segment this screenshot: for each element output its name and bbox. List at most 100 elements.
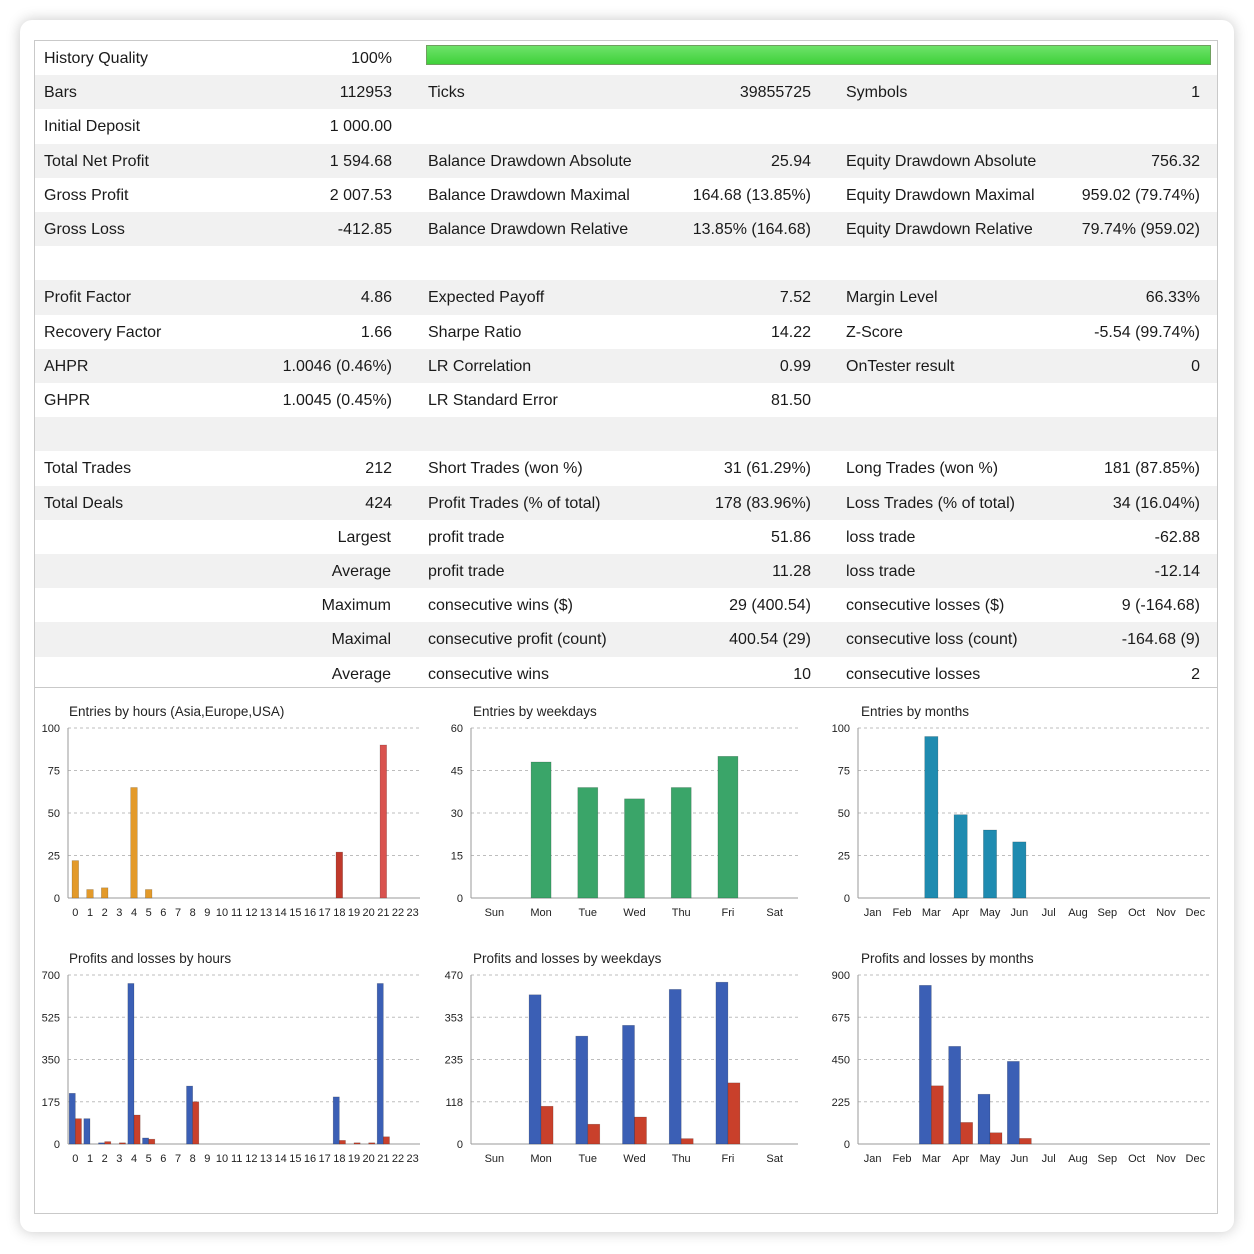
y-tick-label: 450 <box>832 1055 850 1067</box>
stats-row: Total Deals 424 Profit Trades (% of total)… <box>35 485 1217 520</box>
y-tick-label: 50 <box>838 808 850 820</box>
y-tick-label: 470 <box>445 970 463 982</box>
stat-label: loss trade <box>846 528 916 546</box>
chart-title: Entries by weekdays <box>473 704 597 719</box>
chart-bar <box>575 1035 589 1145</box>
y-tick-label: 900 <box>832 970 850 982</box>
stat-value: 424 <box>365 494 392 512</box>
chart-bar <box>104 1141 112 1145</box>
chart-bar <box>587 1123 601 1145</box>
chart-bar <box>186 1085 193 1145</box>
stat-label: OnTester result <box>846 357 955 375</box>
stats-row: Gross Profit 2 007.53 Balance Drawdown Max… <box>35 178 1217 212</box>
stat-label: AHPR <box>44 357 89 375</box>
x-tick-label: 22 <box>392 907 404 919</box>
stat-value: 31 (61.29%) <box>723 460 811 478</box>
y-tick-label: 350 <box>42 1055 60 1067</box>
chart-bar <box>989 1132 1003 1145</box>
chart-bar <box>130 787 138 899</box>
y-tick-label: 60 <box>451 723 463 735</box>
stat-value: 212 <box>365 460 392 478</box>
chart-bar <box>530 761 552 899</box>
history-quality-bar <box>426 45 1211 65</box>
stat-label: Average <box>331 665 391 683</box>
stat-label: Sharpe Ratio <box>428 323 522 341</box>
x-tick-label: 17 <box>319 1153 331 1165</box>
stat-label: consecutive profit (count) <box>428 631 607 649</box>
stats-row: Average consecutive wins 10 consecutive los… <box>35 657 1217 691</box>
stat-label: Gross Loss <box>44 221 125 238</box>
x-tick-label: 23 <box>407 907 419 919</box>
stat-value: 11.28 <box>772 563 811 580</box>
stat-value: 2 <box>1191 665 1200 683</box>
stat-label: consecutive wins ($) <box>428 597 573 615</box>
y-tick-label: 235 <box>445 1055 463 1067</box>
chart-bar <box>148 1138 156 1145</box>
x-tick-label: 9 <box>204 907 210 919</box>
chart-bar <box>368 1142 376 1145</box>
y-tick-label: 100 <box>42 723 60 735</box>
x-tick-label: Nov <box>1156 907 1176 919</box>
stat-label: Balance Drawdown Relative <box>428 221 629 238</box>
chart-bar <box>715 981 729 1145</box>
x-tick-label: Mon <box>530 907 551 919</box>
stat-value: 2 007.53 <box>329 186 392 204</box>
x-tick-label: Sep <box>1098 907 1118 919</box>
stat-value: 1.66 <box>360 323 392 341</box>
chart-bar <box>919 985 932 1145</box>
x-tick-label: 15 <box>289 1153 301 1165</box>
stat-value: 1 594.68 <box>329 152 392 170</box>
chart-title: Profits and losses by weekdays <box>473 951 662 966</box>
x-tick-label: 2 <box>102 907 108 919</box>
stat-label: LR Correlation <box>428 357 532 375</box>
chart-bar <box>335 851 343 899</box>
stat-value: 51.86 <box>770 528 811 546</box>
chart-bar <box>119 1142 126 1145</box>
y-tick-label: 100 <box>832 723 850 735</box>
x-tick-label: 7 <box>175 1153 181 1165</box>
x-tick-label: Feb <box>893 1153 912 1165</box>
stat-value: 0 <box>1191 357 1200 375</box>
x-tick-label: Tue <box>579 907 598 919</box>
y-tick-label: 75 <box>838 766 850 778</box>
x-tick-label: Wed <box>623 907 645 919</box>
history-quality-value: 100% <box>351 50 392 67</box>
x-tick-label: Sep <box>1098 1153 1118 1165</box>
y-tick-label: 118 <box>445 1097 463 1109</box>
stat-label: Equity Drawdown Relative <box>846 221 1033 238</box>
stat-value: 34 (16.04%) <box>1112 494 1200 512</box>
x-tick-label: Thu <box>672 1153 691 1165</box>
stat-value: 181 (87.85%) <box>1103 460 1200 478</box>
x-tick-label: 16 <box>304 907 316 919</box>
stat-value: 39855725 <box>739 84 811 102</box>
x-tick-label: Jul <box>1042 1153 1056 1165</box>
x-tick-label: Jan <box>864 1153 882 1165</box>
x-tick-label: 18 <box>333 1153 345 1165</box>
x-tick-label: 19 <box>348 1153 360 1165</box>
x-tick-label: 5 <box>146 907 152 919</box>
y-tick-label: 0 <box>457 1139 463 1151</box>
chart-title: Profits and losses by hours <box>69 951 231 966</box>
y-tick-label: 675 <box>832 1012 850 1024</box>
x-tick-label: Dec <box>1186 1153 1206 1165</box>
stat-value: 7.52 <box>779 289 811 307</box>
chart-bar <box>1019 1138 1032 1145</box>
stat-value: 13.85% (164.68) <box>692 221 811 238</box>
stat-label: consecutive losses ($) <box>846 597 1005 615</box>
stat-label: Total Deals <box>44 494 124 512</box>
chart-bar <box>717 756 739 899</box>
stats-row: Gross Loss -412.85 Balance Drawdown Relati… <box>35 212 1217 247</box>
y-tick-label: 50 <box>48 808 60 820</box>
x-tick-label: Oct <box>1128 1153 1145 1165</box>
x-tick-label: Jan <box>864 907 882 919</box>
stats-row: Recovery Factor 1.66 Sharpe Ratio 14.22 Z-Sc… <box>35 315 1217 349</box>
x-tick-label: 22 <box>392 1153 404 1165</box>
chart-bar <box>727 1082 741 1145</box>
stat-value: 756.32 <box>1151 152 1200 170</box>
stats-row: Maximal consecutive profit (count) 400.54 … <box>35 622 1217 657</box>
stats-row: Maximum consecutive wins ($) 29 (400.54) co… <box>35 588 1217 622</box>
chart-bar <box>924 736 939 899</box>
chart-bar <box>668 989 682 1145</box>
x-tick-label: 16 <box>304 1153 316 1165</box>
y-tick-label: 225 <box>832 1097 850 1109</box>
